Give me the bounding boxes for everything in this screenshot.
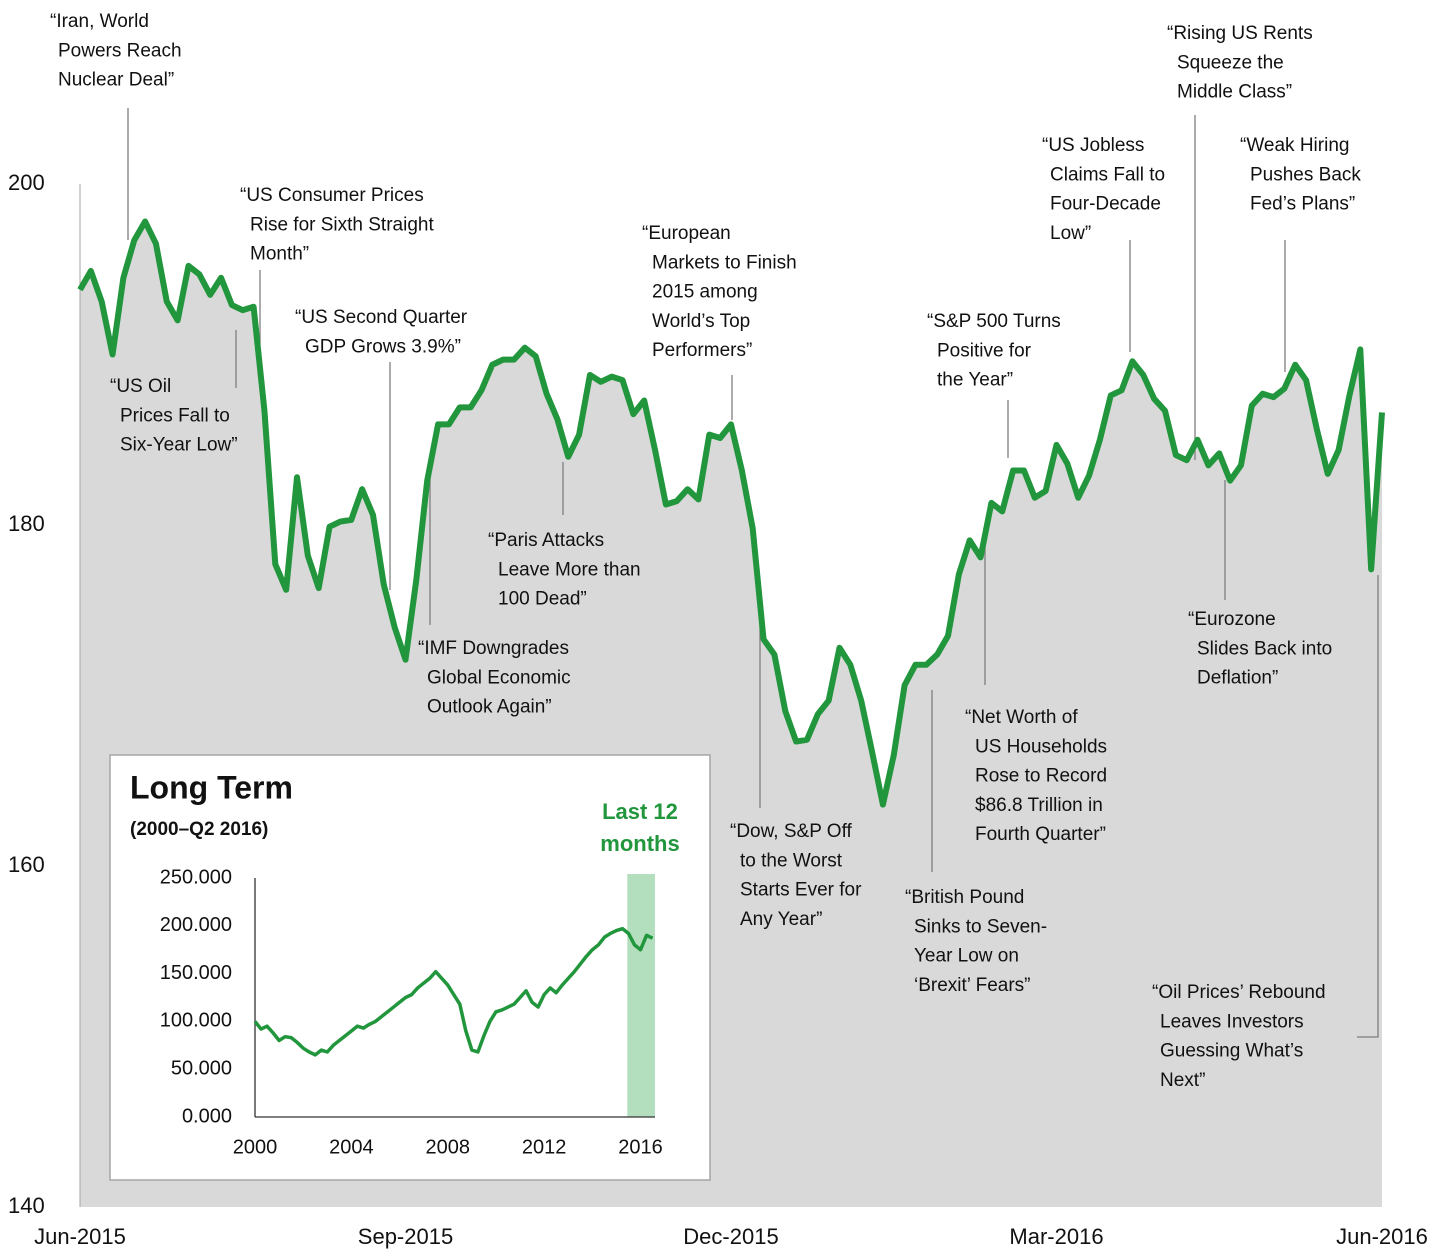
annotation: Slides Back into bbox=[1197, 638, 1332, 659]
annotation: Rose to Record bbox=[975, 766, 1107, 787]
annotation: Prices Fall to bbox=[120, 405, 230, 426]
annotation: “Paris Attacks bbox=[488, 530, 604, 551]
annotation: “Eurozone bbox=[1188, 609, 1276, 630]
annotation: ‘Brexit’ Fears” bbox=[914, 975, 1030, 996]
annotation: Deflation” bbox=[1197, 668, 1278, 689]
annotation: Markets to Finish bbox=[652, 252, 797, 273]
y-tick-label: 160 bbox=[8, 852, 45, 877]
annotation: Month” bbox=[250, 244, 309, 265]
annotation: “European bbox=[642, 223, 731, 244]
annotation: US Households bbox=[975, 736, 1107, 757]
inset-y-tick-label: 150.000 bbox=[160, 962, 232, 984]
annotation: Six-Year Low” bbox=[120, 435, 238, 456]
annotation: Fed’s Plans” bbox=[1250, 194, 1355, 215]
inset-x-tick-label: 2008 bbox=[426, 1136, 471, 1158]
inset-y-tick-label: 200.000 bbox=[160, 914, 232, 936]
annotation: Sinks to Seven- bbox=[914, 916, 1047, 937]
inset-title: Long Term bbox=[130, 769, 293, 805]
leader-line bbox=[1357, 575, 1379, 1038]
annotation: World’s Top bbox=[652, 311, 750, 332]
inset-box bbox=[109, 754, 711, 1181]
annotation: “British Pound bbox=[905, 887, 1024, 908]
annotation: Claims Fall to bbox=[1050, 164, 1165, 185]
x-tick-label: Mar-2016 bbox=[1009, 1224, 1103, 1249]
annotation: Four-Decade bbox=[1050, 194, 1161, 215]
annotation: Nuclear Deal” bbox=[58, 70, 174, 91]
annotation: “Oil Prices’ Rebound bbox=[1152, 982, 1326, 1003]
annotation: Next” bbox=[1160, 1070, 1205, 1091]
annotation: “US Second Quarter bbox=[295, 307, 468, 328]
inset-x-tick-label: 2012 bbox=[522, 1136, 567, 1158]
annotation: Guessing What’s bbox=[1160, 1041, 1303, 1062]
inset-y-tick-label: 50.000 bbox=[171, 1057, 232, 1079]
annotation: the Year” bbox=[937, 370, 1013, 391]
x-tick-label: Dec-2015 bbox=[683, 1224, 778, 1249]
annotation: Leave More than bbox=[498, 559, 641, 580]
annotation: “Rising US Rents bbox=[1167, 23, 1313, 44]
line bbox=[77, 218, 1385, 808]
annotation: Global Economic bbox=[427, 667, 571, 688]
annotation: Performers” bbox=[652, 340, 752, 361]
annotation: Year Low on bbox=[914, 946, 1019, 967]
highlight bbox=[627, 874, 655, 1117]
annotation: Positive for bbox=[937, 340, 1032, 361]
annotation: “IMF Downgrades bbox=[418, 638, 569, 659]
inset-y-tick-label: 100.000 bbox=[160, 1010, 232, 1032]
y-tick-label: 140 bbox=[8, 1193, 45, 1218]
annotation: “US Oil bbox=[110, 376, 171, 397]
x-tick-label: Jun-2016 bbox=[1336, 1224, 1428, 1249]
highlight-label: months bbox=[600, 831, 679, 856]
annotation: $86.8 Trillion in bbox=[975, 795, 1103, 816]
annotation: 2015 among bbox=[652, 282, 758, 303]
annotation: “US Consumer Prices bbox=[240, 185, 424, 206]
annotation: Fourth Quarter” bbox=[975, 824, 1106, 845]
y-tick-label: 180 bbox=[8, 511, 45, 536]
annotation: “Net Worth of bbox=[965, 707, 1078, 728]
annotation: Any Year” bbox=[740, 909, 822, 930]
annotation: Pushes Back bbox=[1250, 164, 1361, 185]
annotation: to the Worst bbox=[740, 850, 843, 871]
inset-subtitle: (2000–Q2 2016) bbox=[130, 819, 268, 840]
annotation: “S&P 500 Turns bbox=[927, 311, 1061, 332]
y-tick-label: 200 bbox=[8, 170, 45, 195]
x-tick-label: Jun-2015 bbox=[34, 1224, 126, 1249]
inset-y-tick-label: 250.000 bbox=[160, 866, 232, 888]
inset-x-tick-label: 2000 bbox=[233, 1136, 278, 1158]
inset-x-tick-label: 2016 bbox=[618, 1136, 663, 1158]
annotation: Squeeze the bbox=[1177, 52, 1284, 73]
inset-x-tick-label: 2004 bbox=[329, 1136, 374, 1158]
x-tick-label: Sep-2015 bbox=[358, 1224, 453, 1249]
annotation: Middle Class” bbox=[1177, 82, 1292, 103]
annotation: GDP Grows 3.9%” bbox=[305, 336, 461, 357]
annotation: Outlook Again” bbox=[427, 697, 552, 718]
annotation: “Iran, World bbox=[50, 11, 149, 32]
annotation: “Weak Hiring bbox=[1240, 135, 1349, 156]
annotation: “Dow, S&P Off bbox=[730, 821, 853, 842]
inset-y-tick-label: 0.000 bbox=[182, 1105, 232, 1127]
annotation: Leaves Investors bbox=[1160, 1011, 1304, 1032]
inset-line bbox=[253, 926, 654, 1057]
annotation: Starts Ever for bbox=[740, 880, 862, 901]
annotation: Powers Reach bbox=[58, 40, 182, 61]
highlight-label: Last 12 bbox=[602, 799, 678, 824]
annotation: “US Jobless bbox=[1042, 135, 1144, 156]
annotation: 100 Dead” bbox=[498, 589, 587, 610]
annotation: Low” bbox=[1050, 223, 1091, 244]
annotation: Rise for Sixth Straight bbox=[250, 214, 434, 235]
